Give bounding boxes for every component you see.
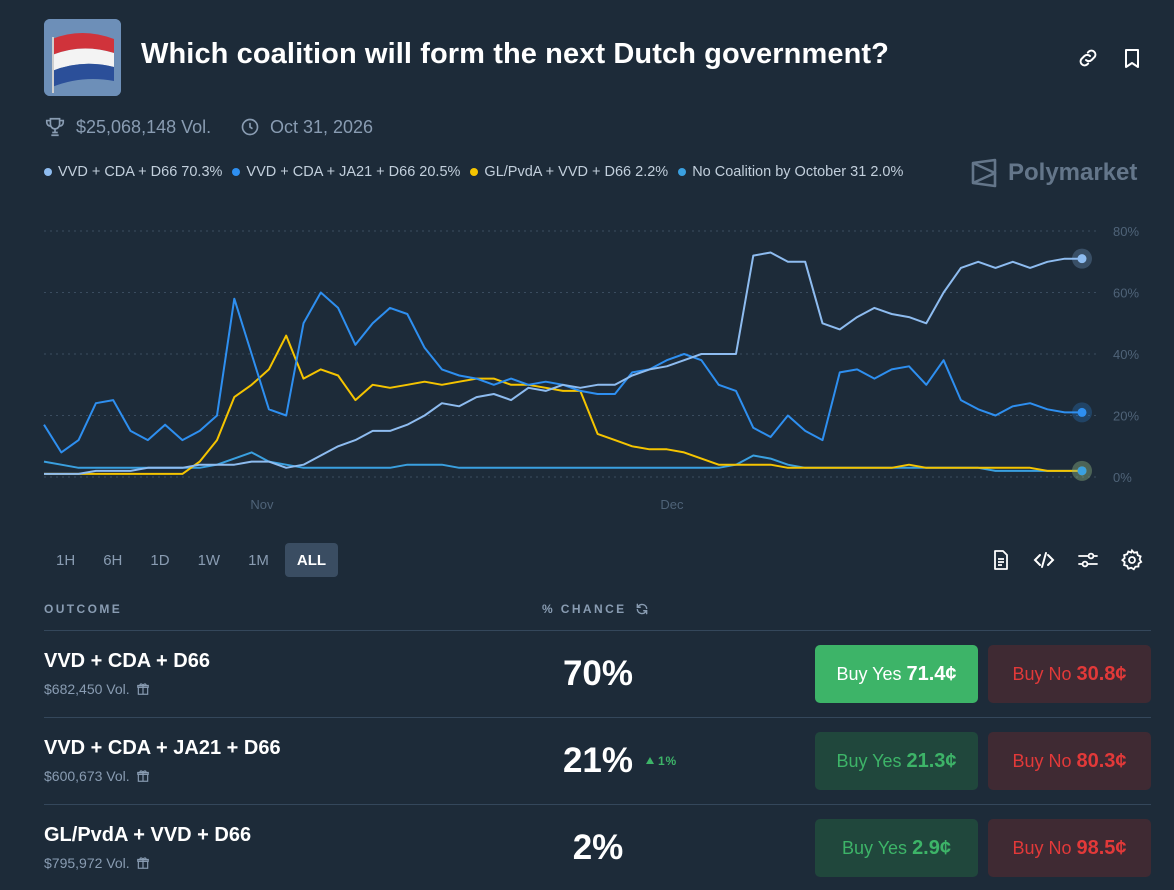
document-icon[interactable] <box>989 548 1013 572</box>
trophy-icon <box>45 117 65 137</box>
volume-meta: $25,068,148 Vol. <box>44 115 211 139</box>
y-tick-label: 0% <box>1113 470 1132 485</box>
x-tick-label: Nov <box>250 497 274 512</box>
date-meta: Oct 31, 2026 <box>240 115 373 139</box>
legend-item: GL/PvdA + VVD + D66 2.2% <box>470 164 668 180</box>
range-button-all[interactable]: ALL <box>284 543 339 577</box>
gift-icon <box>136 683 149 695</box>
link-icon[interactable] <box>1076 46 1100 70</box>
buy-yes-price: 2.9¢ <box>912 836 951 859</box>
buy-no-button[interactable]: Buy No 80.3¢ <box>988 732 1151 790</box>
y-tick-label: 60% <box>1113 286 1139 301</box>
legend-label: No Coalition by October 31 2.0% <box>692 164 904 180</box>
outcome-name: GL/PvdA + VVD + D66 <box>44 824 252 846</box>
buy-yes-label: Buy Yes <box>836 750 902 771</box>
legend-dot <box>232 168 241 176</box>
refresh-icon[interactable] <box>635 602 649 616</box>
outcome-volume-text: $795,972 Vol. <box>44 855 130 871</box>
brand-name: Polymarket <box>1008 159 1138 186</box>
outcome-volume: $682,450 Vol. <box>44 681 150 697</box>
outcome-volume: $795,972 Vol. <box>44 855 150 871</box>
polymarket-icon <box>971 158 997 188</box>
outcome-chance: 70% <box>562 654 634 693</box>
buy-yes-label: Buy Yes <box>836 663 902 684</box>
total-volume: $25,068,148 Vol. <box>76 116 212 137</box>
gift-icon <box>136 770 149 782</box>
buy-no-price: 98.5¢ <box>1076 836 1127 859</box>
range-button-1w[interactable]: 1W <box>197 551 221 569</box>
chance-delta-value: 1% <box>658 754 677 768</box>
outcome-volume-text: $682,450 Vol. <box>44 681 130 697</box>
settings-gear-icon[interactable] <box>1120 548 1144 572</box>
buy-no-label: Buy No <box>1012 750 1072 771</box>
price-history-chart[interactable]: 80% 60% 40% 20% 0% Nov Dec <box>0 210 1174 520</box>
outcome-volume-text: $600,673 Vol. <box>44 768 130 784</box>
bookmark-icon[interactable] <box>1120 46 1144 70</box>
outcome-chance: 21% <box>562 741 634 780</box>
x-tick-label: Dec <box>660 497 684 512</box>
outcome-name: VVD + CDA + D66 <box>44 650 210 672</box>
buy-yes-button[interactable]: Buy Yes 21.3¢ <box>815 732 978 790</box>
legend-item: VVD + CDA + JA21 + D66 20.5% <box>232 164 460 180</box>
buy-yes-price: 71.4¢ <box>906 662 957 685</box>
buy-no-button[interactable]: Buy No 30.8¢ <box>988 645 1151 703</box>
y-tick-label: 20% <box>1113 409 1139 424</box>
range-button-1m[interactable]: 1M <box>248 551 269 569</box>
outcome-chance: 2% <box>572 828 624 867</box>
end-date: Oct 31, 2026 <box>270 116 374 137</box>
sliders-icon[interactable] <box>1076 548 1100 572</box>
legend-label: VVD + CDA + JA21 + D66 20.5% <box>246 164 461 180</box>
outcome-name: VVD + CDA + JA21 + D66 <box>44 737 281 759</box>
chart-legend: VVD + CDA + D66 70.3% VVD + CDA + JA21 + … <box>44 164 913 180</box>
legend-item: VVD + CDA + D66 70.3% <box>44 164 222 180</box>
series-end-point <box>1077 466 1087 476</box>
buy-yes-price: 21.3¢ <box>906 749 957 772</box>
chance-column-header[interactable]: % CHANCE <box>542 602 649 616</box>
series-end-point <box>1077 407 1087 417</box>
buy-yes-button[interactable]: Buy Yes 71.4¢ <box>815 645 978 703</box>
gift-icon <box>136 857 149 869</box>
table-divider <box>44 804 1151 805</box>
series-line <box>43 291 1082 454</box>
legend-label: GL/PvdA + VVD + D66 2.2% <box>484 164 669 180</box>
range-button-1d[interactable]: 1D <box>150 551 170 569</box>
page-title: Which coalition will form the next Dutch… <box>141 38 889 70</box>
y-tick-label: 40% <box>1113 347 1139 362</box>
legend-dot <box>470 168 479 176</box>
buy-yes-label: Buy Yes <box>842 837 908 858</box>
embed-code-icon[interactable] <box>1032 548 1056 572</box>
triangle-up-icon <box>646 757 654 764</box>
buy-yes-button[interactable]: Buy Yes 2.9¢ <box>815 819 978 877</box>
chance-delta: 1% <box>645 754 677 768</box>
buy-no-label: Buy No <box>1012 663 1072 684</box>
chance-column-label: % CHANCE <box>542 602 627 616</box>
buy-no-button[interactable]: Buy No 98.5¢ <box>988 819 1151 877</box>
y-tick-label: 80% <box>1113 224 1139 239</box>
market-flag-image <box>44 19 121 96</box>
buy-no-price: 80.3¢ <box>1076 749 1127 772</box>
table-divider <box>44 630 1151 631</box>
legend-item: No Coalition by October 31 2.0% <box>678 164 903 180</box>
series-line <box>44 251 1082 475</box>
outcome-volume: $600,673 Vol. <box>44 768 150 784</box>
outcome-column-header: OUTCOME <box>44 602 123 616</box>
series-end-point <box>1077 254 1087 264</box>
polymarket-logo: Polymarket <box>970 158 1137 188</box>
series-line <box>44 334 1082 475</box>
range-button-6h[interactable]: 6H <box>103 551 123 569</box>
clock-icon <box>241 118 259 136</box>
time-range-selector: 1H 6H 1D 1W 1M ALL <box>44 543 342 577</box>
legend-dot <box>678 168 687 176</box>
buy-no-price: 30.8¢ <box>1076 662 1127 685</box>
legend-dot <box>44 168 52 176</box>
legend-label: VVD + CDA + D66 70.3% <box>58 164 223 180</box>
range-button-1h[interactable]: 1H <box>56 551 76 569</box>
table-divider <box>44 717 1151 718</box>
buy-no-label: Buy No <box>1012 837 1072 858</box>
